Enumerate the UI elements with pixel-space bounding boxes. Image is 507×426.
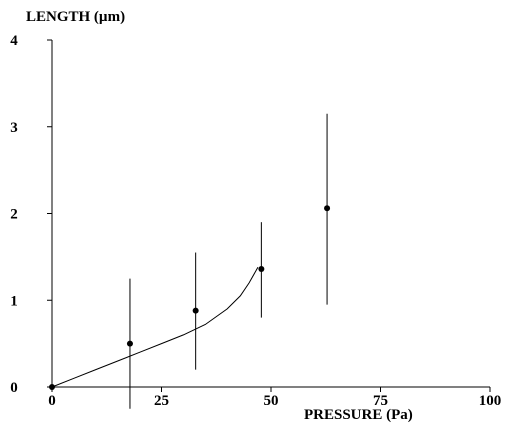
axes [47, 39, 491, 392]
data-points [49, 205, 331, 390]
y-tick-label: 3 [10, 120, 18, 136]
tick-labels: 0 1 2 3 4 0 25 50 75 100 [10, 33, 501, 409]
data-point [192, 307, 199, 314]
y-tick-label: 0 [10, 380, 18, 396]
data-point [258, 266, 265, 273]
x-tick-label: 75 [373, 393, 388, 409]
fit-line-group [51, 267, 259, 388]
data-point [49, 384, 55, 390]
x-tick-label: 0 [48, 393, 56, 409]
x-tick-label: 50 [264, 393, 279, 409]
y-tick-label: 4 [10, 33, 18, 49]
y-axis-label: LENGTH (µm) [26, 9, 125, 25]
x-axis-label: PRESSURE (Pa) [304, 407, 413, 423]
fit-curve [51, 267, 259, 388]
y-tick-label: 2 [10, 207, 18, 223]
data-point [324, 205, 331, 212]
x-tick-label: 100 [479, 393, 502, 409]
x-tick-label: 25 [154, 393, 169, 409]
error-bars [129, 113, 328, 409]
data-point [126, 340, 133, 347]
y-tick-label: 1 [10, 293, 18, 309]
